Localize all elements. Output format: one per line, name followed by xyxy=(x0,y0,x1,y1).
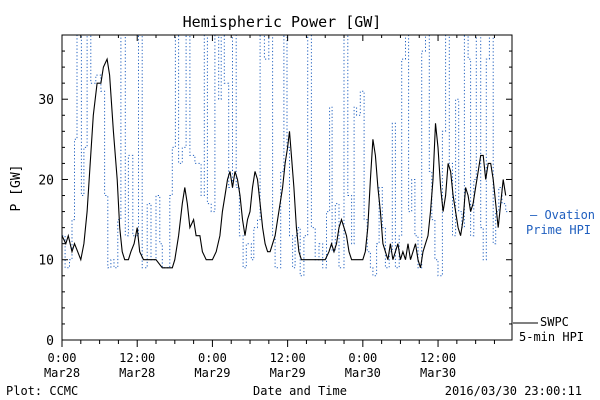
x-tick-label-time: 0:00 xyxy=(198,351,227,365)
legend-ovation-label-2: Prime HPI xyxy=(526,223,591,237)
y-tick-label: 30 xyxy=(38,93,54,108)
x-tick-label-date: Mar28 xyxy=(119,366,155,380)
chart-title: Hemispheric Power [GW] xyxy=(183,13,382,31)
timestamp: 2016/03/30 23:00:11 xyxy=(445,384,582,398)
y-tick-label: 10 xyxy=(38,254,54,269)
x-tick-label-time: 0:00 xyxy=(48,351,77,365)
x-tick-label-time: 0:00 xyxy=(348,351,377,365)
plot-frame xyxy=(61,34,513,341)
series-line-swpc xyxy=(61,57,507,269)
y-axis: 0 10 20 30 xyxy=(38,34,512,349)
y-tick-label: 0 xyxy=(46,334,54,349)
y-axis-label: P [GW] xyxy=(9,165,24,212)
x-tick-label-time: 12:00 xyxy=(270,351,306,365)
series-line-ovation xyxy=(62,34,509,277)
x-tick-label-date: Mar30 xyxy=(420,366,456,380)
x-tick-label-date: Mar29 xyxy=(270,366,306,380)
y-tick-label: 20 xyxy=(38,173,54,188)
plot-credit: Plot: CCMC xyxy=(6,384,78,398)
legend-swpc: SWPC 5-min HPI xyxy=(513,315,584,344)
legend-swpc-label-2: 5-min HPI xyxy=(519,330,584,344)
x-tick-label-time: 12:00 xyxy=(420,351,456,365)
x-tick-label-date: Mar28 xyxy=(44,366,80,380)
x-tick-label-date: Mar29 xyxy=(194,366,230,380)
legend-ovation: — Ovation Prime HPI xyxy=(526,208,595,237)
x-axis: 0:00Mar2812:00Mar280:00Mar2912:00Mar290:… xyxy=(44,35,495,380)
legend-ovation-label-1: — Ovation xyxy=(530,208,595,222)
plot-area xyxy=(61,34,513,341)
x-tick-label-date: Mar30 xyxy=(345,366,381,380)
x-tick-label-time: 12:00 xyxy=(119,351,155,365)
legend-swpc-label-1: SWPC xyxy=(540,315,569,329)
x-axis-label: Date and Time xyxy=(253,384,347,398)
